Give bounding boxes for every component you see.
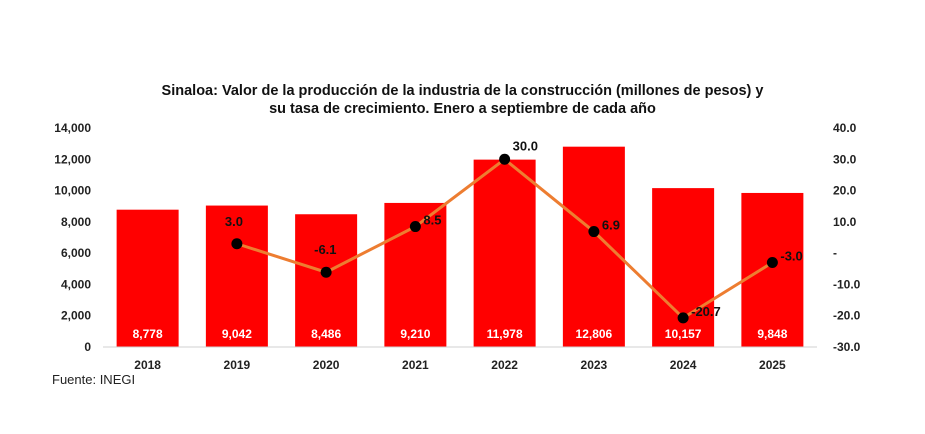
growth-value-label: -6.1 (314, 242, 336, 257)
bar-value-label: 10,157 (665, 327, 702, 341)
left-axis-tick: 10,000 (54, 184, 91, 198)
bar (473, 159, 536, 347)
left-axis-tick: 12,000 (54, 152, 91, 166)
left-axis-tick: 8,000 (61, 215, 91, 229)
right-axis-tick: 20.0 (833, 184, 857, 198)
left-axis-tick: 4,000 (61, 277, 91, 291)
source-note: Fuente: INEGI (52, 372, 136, 387)
bar-value-label: 11,978 (487, 327, 523, 341)
chart-title: Sinaloa: Valor de la producción de la in… (0, 82, 925, 118)
x-axis-tick: 2023 (581, 358, 608, 372)
bar-value-label: 8,486 (311, 327, 341, 341)
bar-value-label: 8,778 (133, 327, 163, 341)
bar (741, 192, 804, 347)
bar-value-label: 9,042 (222, 327, 252, 341)
x-axis-tick: 2025 (759, 358, 786, 372)
growth-marker (677, 312, 689, 324)
bar (205, 205, 268, 347)
growth-marker (588, 226, 600, 238)
x-axis-tick: 2020 (313, 358, 340, 372)
bar-value-label: 9,848 (757, 327, 787, 341)
growth-value-label: -3.0 (780, 249, 802, 264)
right-axis-tick: -20.0 (833, 309, 861, 323)
x-axis-tick: 2022 (491, 358, 518, 372)
right-axis-tick: -30.0 (833, 340, 861, 354)
right-axis-tick: 40.0 (833, 121, 857, 135)
x-axis-tick: 2024 (670, 358, 697, 372)
x-axis-tick: 2021 (402, 358, 429, 372)
right-axis-tick: - (833, 246, 837, 260)
growth-marker (766, 257, 778, 269)
chart-title-line1: Sinaloa: Valor de la producción de la in… (161, 83, 764, 99)
bar (295, 214, 358, 347)
right-axis-tick: -10.0 (833, 277, 861, 291)
left-axis-tick: 14,000 (54, 121, 91, 135)
x-axis-tick: 2018 (134, 358, 161, 372)
left-axis-tick: 6,000 (61, 246, 91, 260)
bar (562, 146, 625, 347)
chart-title-line2: su tasa de crecimiento. Enero a septiemb… (269, 101, 656, 117)
growth-value-label: 6.9 (602, 218, 620, 233)
growth-marker (231, 238, 243, 250)
bar-value-label: 9,210 (400, 327, 430, 341)
growth-value-label: -20.7 (691, 304, 721, 319)
growth-value-label: 8.5 (423, 213, 441, 228)
growth-marker (499, 153, 511, 165)
growth-marker (320, 266, 332, 278)
growth-value-label: 3.0 (225, 214, 243, 229)
bar-value-label: 12,806 (576, 327, 613, 341)
x-axis-tick: 2019 (224, 358, 251, 372)
bar (116, 209, 179, 347)
right-axis-tick: 30.0 (833, 152, 857, 166)
growth-value-label: 30.0 (513, 138, 538, 153)
left-axis-tick: 0 (84, 340, 91, 354)
right-axis-tick: 10.0 (833, 215, 857, 229)
growth-marker (409, 221, 421, 233)
left-axis-tick: 2,000 (61, 309, 91, 323)
